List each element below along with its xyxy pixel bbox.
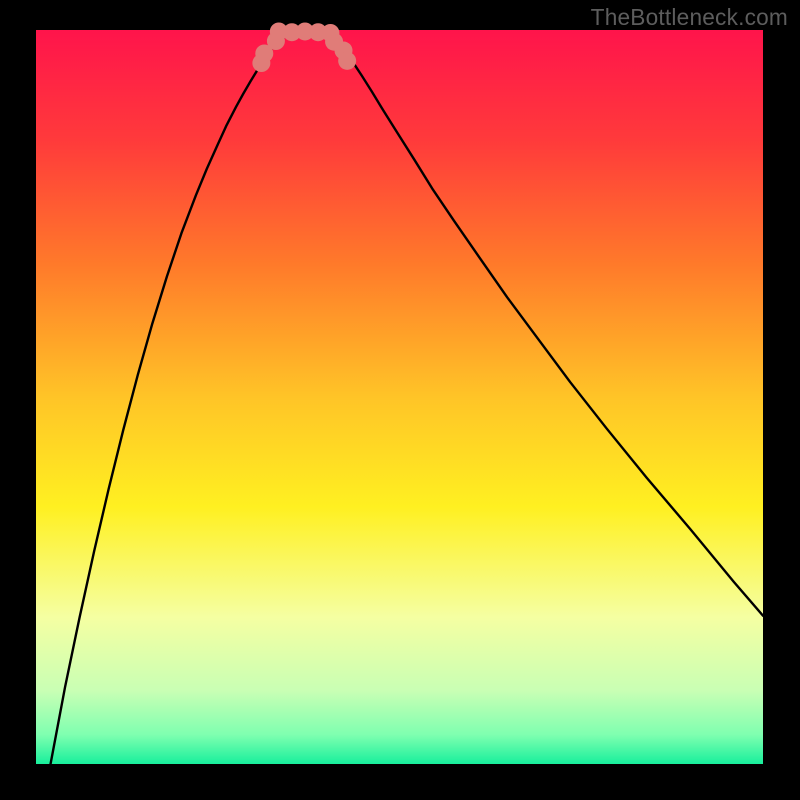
- plot-background: [36, 30, 763, 764]
- trough-markers: [252, 22, 356, 72]
- bottleneck-curve: [51, 31, 763, 764]
- chart-svg: [36, 30, 763, 764]
- trough-marker: [338, 52, 356, 70]
- watermark-text: TheBottleneck.com: [591, 4, 788, 31]
